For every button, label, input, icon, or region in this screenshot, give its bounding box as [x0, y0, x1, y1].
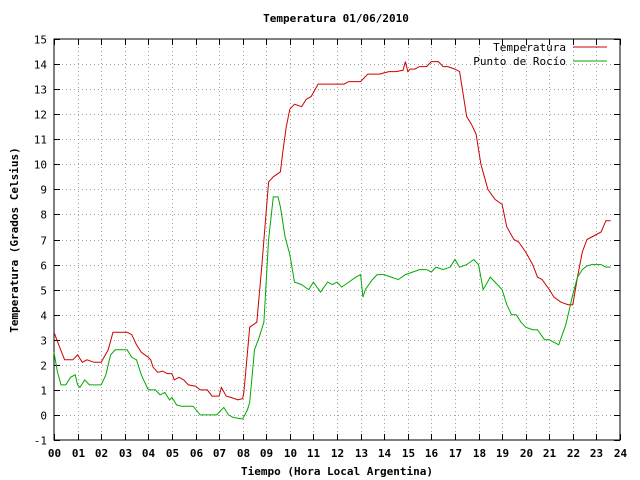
y-axis-label: Temperatura (Grados Celsius) — [8, 147, 21, 332]
x-tick-label: 14 — [378, 447, 392, 460]
x-tick-label: 10 — [284, 447, 297, 460]
series-line-1 — [53, 196, 611, 420]
x-tick-label: 00 — [48, 447, 61, 460]
legend-label-0: Temperatura — [493, 41, 566, 54]
x-tick-label: 20 — [520, 447, 533, 460]
x-tick-label: 24 — [614, 447, 628, 460]
x-tick-label: 21 — [543, 447, 557, 460]
x-tick-label: 19 — [496, 447, 509, 460]
x-tick-label: 08 — [237, 447, 250, 460]
x-tick-label: 22 — [567, 447, 580, 460]
x-tick-label: 15 — [402, 447, 415, 460]
y-tick-label: 13 — [34, 84, 47, 97]
x-tick-label: 23 — [590, 447, 603, 460]
y-tick-label: 5 — [40, 285, 47, 298]
x-tick-label: 09 — [260, 447, 273, 460]
y-tick-label: 10 — [34, 159, 47, 172]
x-tick-label: 16 — [425, 447, 439, 460]
x-tick-label: 12 — [331, 447, 344, 460]
y-tick-label: 11 — [34, 134, 47, 147]
series-lines — [53, 61, 611, 420]
y-tick-label: 1 — [40, 385, 47, 398]
y-tick-label: 9 — [40, 184, 47, 197]
x-tick-label: 17 — [449, 447, 462, 460]
chart-title: Temperatura 01/06/2010 — [263, 12, 409, 25]
y-tick-label: -1 — [34, 435, 47, 448]
y-tick-label: 4 — [40, 310, 47, 323]
x-tick-label: 07 — [213, 447, 226, 460]
x-tick-label: 18 — [473, 447, 486, 460]
x-tick-label: 02 — [95, 447, 108, 460]
x-tick-label: 13 — [355, 447, 368, 460]
x-tick-label: 11 — [307, 447, 321, 460]
y-tick-label: 15 — [34, 34, 47, 47]
y-tick-label: 8 — [40, 209, 47, 222]
x-axis-label: Tiempo (Hora Local Argentina) — [241, 465, 433, 478]
x-tick-label: 04 — [142, 447, 156, 460]
series-line-0 — [53, 61, 611, 401]
grid-lines — [54, 39, 620, 440]
y-tick-label: 12 — [34, 109, 47, 122]
y-tick-label: 0 — [40, 410, 47, 423]
y-tick-label: 2 — [40, 360, 47, 373]
y-tick-label: 3 — [40, 335, 47, 348]
x-tick-label: 01 — [72, 447, 86, 460]
y-tick-label: 7 — [40, 235, 47, 248]
y-tick-label: 14 — [34, 59, 48, 72]
y-tick-label: 6 — [40, 260, 47, 273]
legend-label-1: Punto de Rocío — [473, 55, 566, 68]
x-tick-label: 05 — [166, 447, 179, 460]
x-tick-label: 06 — [190, 447, 204, 460]
x-tick-label: 03 — [119, 447, 132, 460]
